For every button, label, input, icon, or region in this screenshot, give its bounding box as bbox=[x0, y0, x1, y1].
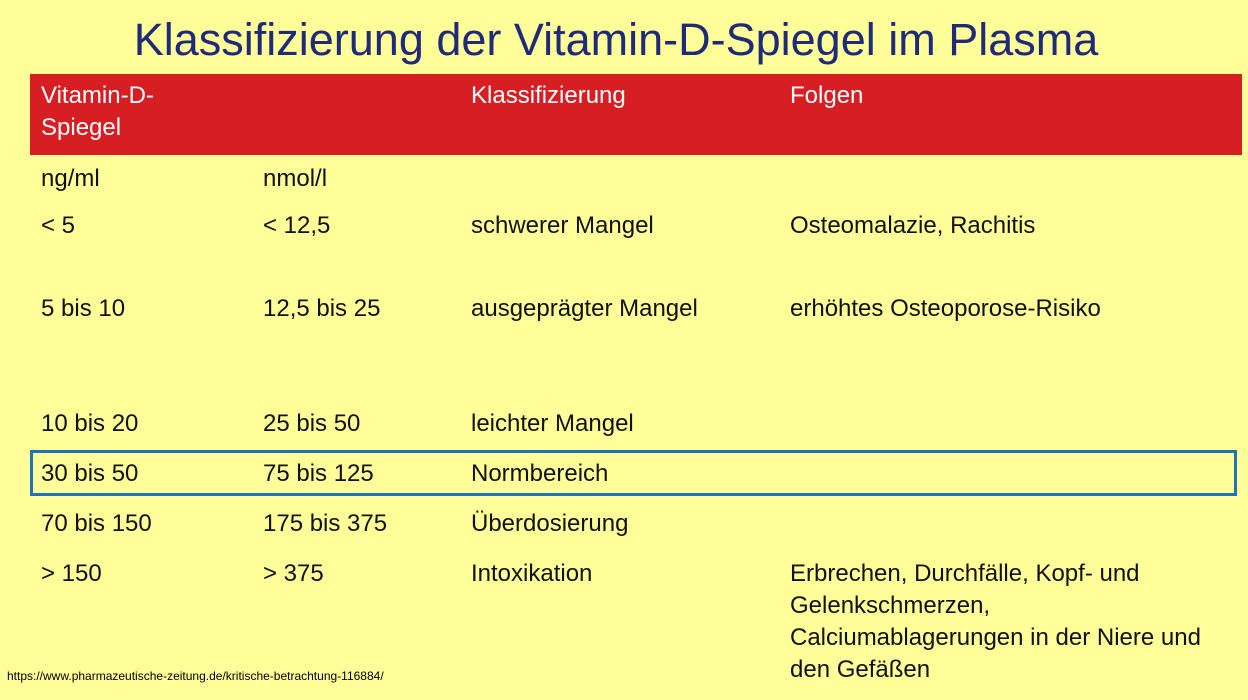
nmoll-cell: 175 bis 375 bbox=[263, 510, 388, 537]
ngml-cell: 5 bis 10 bbox=[41, 295, 126, 322]
ngml-cell: > 150 bbox=[41, 560, 102, 587]
folgen-cell: erhöhtes Osteoporose-Risiko bbox=[790, 295, 1101, 322]
page-title: Klassifizierung der Vitamin-D-Spiegel im… bbox=[133, 14, 1099, 65]
klassifizierung-cell: leichter Mangel bbox=[471, 410, 634, 437]
klassifizierung-cell: ausgeprägter Mangel bbox=[471, 295, 698, 322]
klassifizierung-cell: Normbereich bbox=[471, 460, 609, 487]
nmoll-cell: < 12,5 bbox=[263, 212, 331, 239]
header-folgen: Folgen bbox=[790, 82, 864, 109]
ngml-cell: < 5 bbox=[41, 212, 76, 239]
nmoll-cell: 75 bis 125 bbox=[263, 460, 374, 487]
ngml-cell: 70 bis 150 bbox=[41, 510, 152, 537]
normbereich-highlight-box bbox=[30, 450, 1237, 496]
source-link[interactable]: https://www.pharmazeutische-zeitung.de/k… bbox=[7, 669, 384, 683]
nmoll-cell: 25 bis 50 bbox=[263, 410, 361, 437]
ngml-cell: 30 bis 50 bbox=[41, 460, 139, 487]
klassifizierung-cell: Intoxikation bbox=[471, 560, 593, 587]
unit-ngml: ng/ml bbox=[41, 165, 100, 192]
folgen-cell: Osteomalazie, Rachitis bbox=[790, 212, 1036, 239]
ngml-cell: 10 bis 20 bbox=[41, 410, 139, 437]
header-vitamin-d-spiegel: Vitamin-D-Spiegel bbox=[41, 82, 154, 141]
nmoll-cell: 12,5 bis 25 bbox=[263, 295, 381, 322]
table-header: Vitamin-D-Spiegel Klassifizierung Folgen bbox=[30, 74, 1242, 155]
klassifizierung-cell: schwerer Mangel bbox=[471, 212, 654, 239]
klassifizierung-cell: Überdosierung bbox=[471, 510, 629, 537]
nmoll-cell: > 375 bbox=[263, 560, 324, 587]
header-klassifizierung: Klassifizierung bbox=[471, 82, 626, 109]
unit-nmoll: nmol/l bbox=[263, 165, 328, 192]
folgen-cell: Erbrechen, Durchfälle, Kopf- und Gelenks… bbox=[790, 560, 1201, 683]
